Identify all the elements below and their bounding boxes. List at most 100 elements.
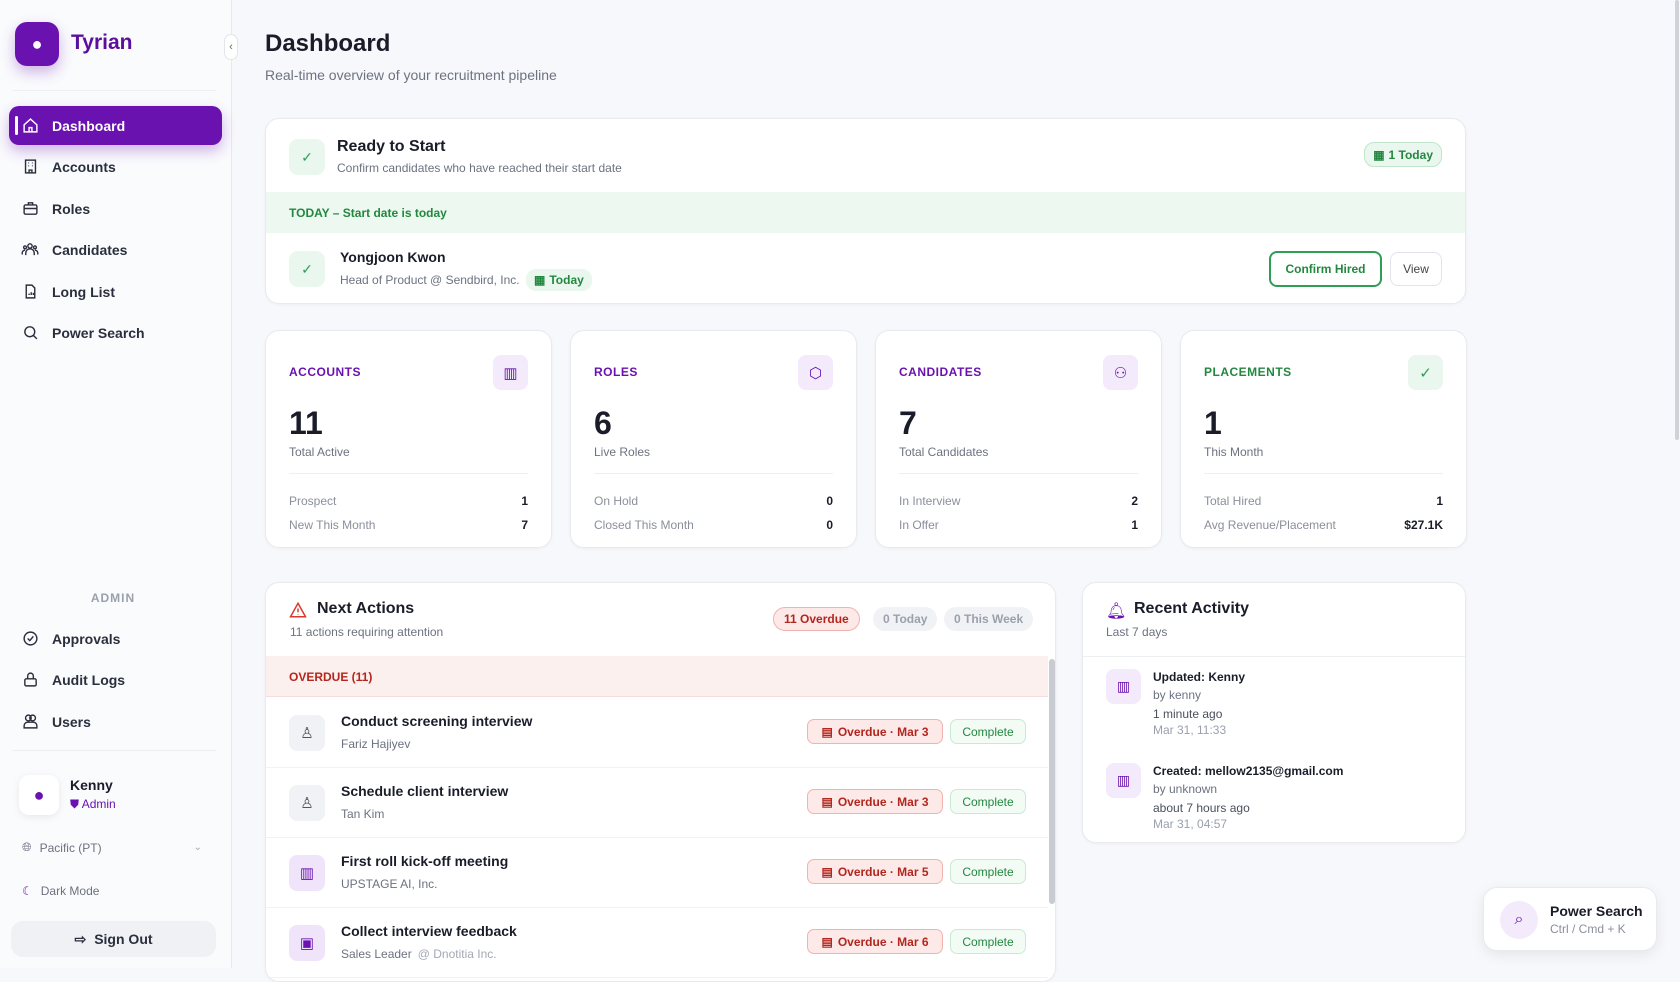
complete-button[interactable]: Complete <box>950 789 1026 814</box>
candidate-name[interactable]: Yongjoon Kwon <box>340 249 446 265</box>
timezone-value: Pacific (PT) <box>39 840 102 855</box>
sidebar-item-approvals[interactable]: Approvals <box>9 619 222 658</box>
sidebar-item-label: Accounts <box>52 158 116 175</box>
sidebar-item-users[interactable]: Users <box>9 702 222 741</box>
collapse-sidebar-button[interactable]: ‹ <box>224 34 238 60</box>
action-title: First roll kick-off meeting <box>341 853 509 869</box>
check-circle-icon: ✓ <box>289 251 325 287</box>
candidate-detail: Head of Product @ Sendbird, Inc. <box>340 273 520 287</box>
power-search-shortcut: Ctrl / Cmd + K <box>1550 922 1626 936</box>
filter-this-week[interactable]: 0 This Week <box>944 607 1034 631</box>
calendar-icon: ▦ <box>1373 147 1385 162</box>
brand-name: Tyrian <box>71 31 133 54</box>
complete-button[interactable]: Complete <box>950 859 1026 884</box>
view-button[interactable]: View <box>1390 252 1442 286</box>
calendar-icon: ▤ <box>821 724 833 739</box>
complete-button[interactable]: Complete <box>950 719 1026 744</box>
stat-card-accounts[interactable]: ACCOUNTS ▥ 11 Total Active Prospect 1 New … <box>265 330 552 548</box>
search-icon: ⌕ <box>1500 901 1538 939</box>
building-icon: ▥ <box>1106 763 1141 798</box>
next-actions-title: Next Actions <box>317 600 415 617</box>
stat-caption: Live Roles <box>594 445 651 459</box>
action-title: Schedule client interview <box>341 783 509 799</box>
action-row[interactable]: ▥ First roll kick-off meeting UPSTAGE AI… <box>266 838 1048 908</box>
timezone-select[interactable]: 🌐︎ Pacific (PT) ⌄ <box>22 840 202 855</box>
dark-mode-label: Dark Mode <box>40 884 100 898</box>
action-subject: Sales Leader <box>341 947 412 961</box>
power-search-button[interactable]: ⌕ Power Search Ctrl / Cmd + K <box>1483 887 1657 951</box>
lock-icon <box>21 671 39 689</box>
sign-out-label: Sign Out <box>94 931 153 947</box>
page-subtitle: Real-time overview of your recruitment p… <box>265 67 557 83</box>
building-icon: ▥ <box>1106 669 1141 704</box>
due-label: Overdue · Mar 3 <box>837 794 929 809</box>
page-title: Dashboard <box>265 30 391 57</box>
stat-row-label: Closed This Month <box>594 518 694 532</box>
stat-row-value: 2 <box>1131 494 1138 508</box>
sidebar-item-roles[interactable]: Roles <box>9 189 222 228</box>
start-date-tag: ▦ Today <box>526 269 592 291</box>
logo-icon[interactable]: ● <box>15 22 59 66</box>
stat-card-roles[interactable]: ROLES ⬡ 6 Live Roles On Hold 0 Closed This… <box>570 330 857 548</box>
avatar[interactable]: ● <box>19 775 59 815</box>
search-icon <box>21 324 39 342</box>
sidebar-item-power-search[interactable]: Power Search <box>9 313 222 352</box>
activity-timestamp: Mar 31, 04:57 <box>1153 817 1228 831</box>
stat-card-placements[interactable]: PLACEMENTS ✓ 1 This Month Total Hired 1 Av… <box>1180 330 1467 548</box>
check-circle-icon: ✓ <box>289 139 325 175</box>
due-label: Overdue · Mar 6 <box>837 934 929 949</box>
stat-row: Prospect 1 <box>289 494 528 508</box>
stat-row: In Interview 2 <box>899 494 1138 508</box>
dark-mode-toggle[interactable]: ☾ Dark Mode <box>22 884 99 898</box>
action-subtitle: UPSTAGE AI, Inc. <box>341 877 437 891</box>
divider <box>12 750 216 751</box>
ready-subtitle: Confirm candidates who have reached thei… <box>337 161 622 175</box>
calendar-icon: ▤ <box>821 794 833 809</box>
sidebar-item-label: Candidates <box>52 241 128 258</box>
stat-row: New This Month 7 <box>289 518 528 532</box>
stat-label: PLACEMENTS <box>1204 365 1292 379</box>
action-row[interactable]: ♙ Conduct screening interview Fariz Haji… <box>266 698 1048 768</box>
sidebar-item-accounts[interactable]: Accounts <box>9 147 222 186</box>
users-icon <box>21 713 39 731</box>
filter-today[interactable]: 0 Today <box>873 607 938 631</box>
stat-label: ACCOUNTS <box>289 365 361 379</box>
activity-actor: by unknown <box>1153 782 1218 796</box>
stat-row: Avg Revenue/Placement $27.1K <box>1204 518 1443 532</box>
stat-row-label: Avg Revenue/Placement <box>1204 518 1336 532</box>
warning-icon <box>289 601 307 618</box>
action-title: Conduct screening interview <box>341 713 533 729</box>
recent-activity-subtitle: Last 7 days <box>1106 625 1168 639</box>
stat-row-label: Prospect <box>289 494 337 508</box>
stat-row-label: On Hold <box>594 494 639 508</box>
today-section-header: TODAY – Start date is today <box>266 192 1465 233</box>
recent-activity-title: Recent Activity <box>1134 600 1249 617</box>
filter-overdue[interactable]: 11 Overdue <box>773 607 860 631</box>
confirm-hired-button[interactable]: Confirm Hired <box>1269 251 1382 287</box>
scrollbar[interactable] <box>1049 659 1055 904</box>
stat-value: 7 <box>899 405 917 441</box>
sidebar-item-candidates[interactable]: Candidates <box>9 230 222 269</box>
stat-card-candidates[interactable]: CANDIDATES ⚇ 7 Total Candidates In Inter… <box>875 330 1162 548</box>
recent-activity-card: 🔔︎ Recent Activity Last 7 days ▥ Updated… <box>1082 582 1466 843</box>
document-chart-icon <box>21 283 39 301</box>
activity-title: Updated: Kenny <box>1153 670 1246 684</box>
ready-title: Ready to Start <box>337 138 446 155</box>
stat-row-value: $27.1K <box>1404 518 1443 532</box>
divider <box>1204 473 1443 474</box>
stat-row: On Hold 0 <box>594 494 833 508</box>
tag-label: Today <box>549 273 584 287</box>
sidebar-item-audit-logs[interactable]: Audit Logs <box>9 660 222 699</box>
people-icon: ⚇ <box>1103 355 1138 390</box>
briefcase-icon: ▣ <box>289 925 325 961</box>
building-icon: ▥ <box>493 355 528 390</box>
sidebar-item-label: Audit Logs <box>52 671 126 688</box>
stat-value: 1 <box>1204 405 1222 441</box>
complete-button[interactable]: Complete <box>950 929 1026 954</box>
action-row[interactable]: ♙ Schedule client interview Tan Kim ▤ Ove… <box>266 768 1048 838</box>
page-scrollbar[interactable] <box>1675 0 1679 440</box>
sign-out-button[interactable]: ⇨ Sign Out <box>11 921 216 957</box>
sidebar-item-dashboard[interactable]: Dashboard <box>9 106 222 145</box>
sidebar-item-long-list[interactable]: Long List <box>9 272 222 311</box>
action-row[interactable]: ▣ Collect interview feedback Sales Leade… <box>266 908 1048 978</box>
